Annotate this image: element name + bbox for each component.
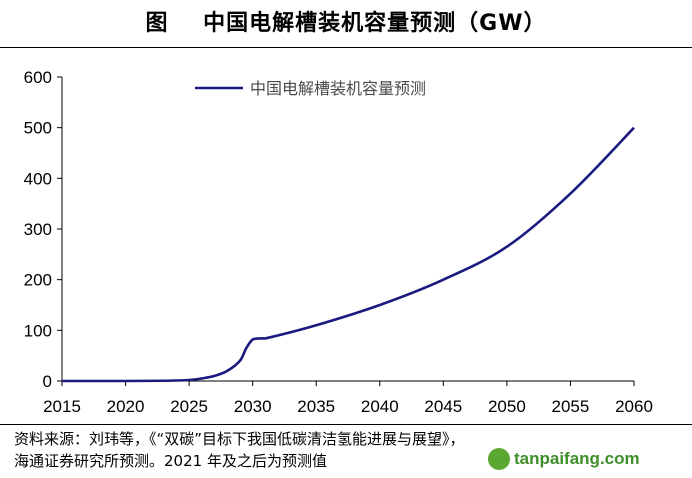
watermark-text: tanpaifang.com [514,449,640,468]
x-tick-label: 2055 [552,397,590,416]
y-tick-label: 100 [24,321,52,340]
source-divider [0,424,692,425]
watermark: tanpaifang.com [488,444,688,474]
x-tick-label: 2045 [424,397,462,416]
series-line [62,126,635,383]
x-tick-labels: 2015 2020 2025 2030 2035 2040 2045 2050 2055 2060 [43,397,653,416]
chart-axes [57,76,635,386]
legend: 中国电解槽装机容量预测 [195,79,426,98]
x-tick-label: 2025 [170,397,208,416]
title-divider [0,47,692,48]
legend-label: 中国电解槽装机容量预测 [250,79,426,98]
y-tick-label: 0 [43,372,52,391]
y-tick-label: 400 [24,169,52,188]
y-tick-label: 200 [24,271,52,290]
x-tick-label: 2040 [361,397,399,416]
y-tick-label: 300 [24,220,52,239]
x-tick-label: 2060 [615,397,653,416]
y-tick-labels: 0 100 200 300 400 500 600 [24,68,52,391]
x-tick-label: 2030 [234,397,272,416]
watermark-logo-icon [488,448,510,470]
x-tick-label: 2050 [488,397,526,416]
chart-title: 图 中国电解槽装机容量预测（GW） [145,11,547,36]
y-tick-label: 500 [24,119,52,138]
y-tick-label: 600 [24,68,52,87]
series-group [62,126,635,383]
x-tick-label: 2035 [297,397,335,416]
x-tick-label: 2020 [107,397,145,416]
source-note: 资料来源：刘玮等，《“双碳”目标下我国低碳清洁氢能进展与展望》，海通证券研究所预… [14,430,465,470]
x-tick-label: 2015 [43,397,81,416]
